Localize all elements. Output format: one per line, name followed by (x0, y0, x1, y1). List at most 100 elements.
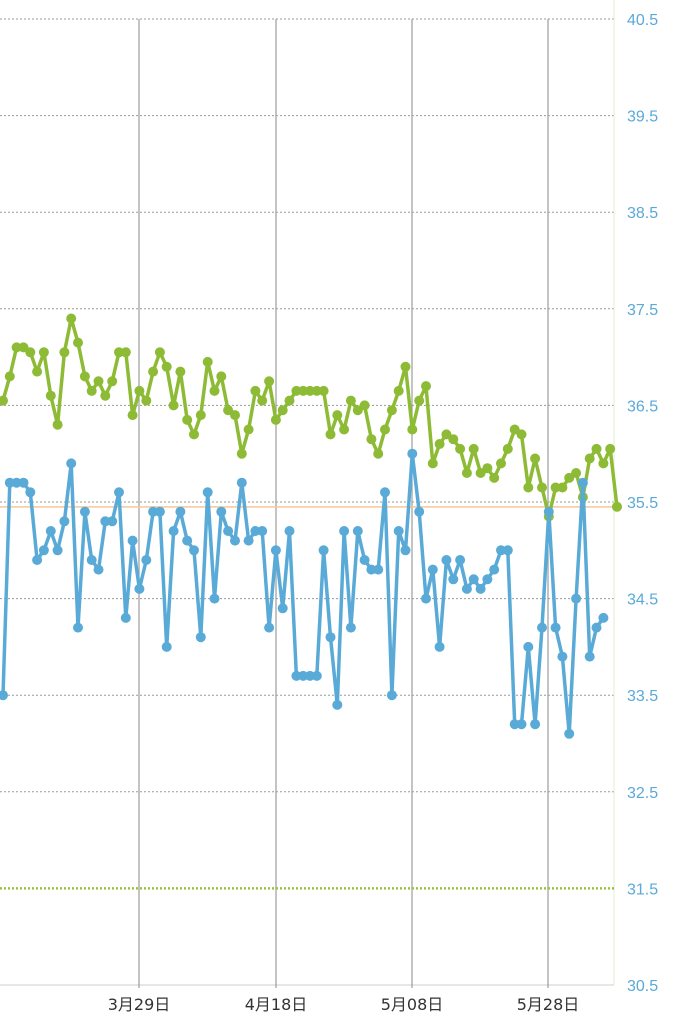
data-point (584, 651, 595, 662)
data-point (134, 583, 145, 594)
data-point (557, 482, 568, 493)
data-point (45, 390, 56, 401)
data-point (93, 564, 104, 575)
data-point (455, 555, 466, 565)
data-point (236, 477, 247, 488)
data-point (325, 429, 336, 440)
data-point (468, 574, 479, 585)
data-point (414, 395, 425, 406)
data-point (161, 361, 172, 372)
data-point (32, 366, 43, 377)
data-point (352, 526, 363, 536)
data-point (332, 699, 343, 710)
data-point (107, 516, 118, 527)
data-point (230, 410, 240, 421)
data-point (277, 603, 288, 614)
data-point (516, 429, 527, 440)
y-axis: 40.5 39.5 38.5 37.5 36.5 35.5 34.5 33.5 32.5 31.5… (627, 12, 658, 995)
data-point (339, 424, 350, 435)
data-point (414, 506, 425, 517)
series-line (1, 451, 606, 736)
data-point (318, 385, 329, 396)
y-tick-label: 34.5 (627, 592, 658, 609)
data-point (380, 424, 390, 435)
data-point (38, 347, 49, 358)
data-point (38, 545, 49, 556)
data-point (134, 385, 145, 396)
data-point (571, 593, 582, 604)
data-point (482, 574, 493, 585)
data-point (52, 545, 63, 556)
grid (0, 0, 615, 988)
data-point (373, 448, 384, 459)
data-point (325, 632, 336, 643)
data-point (345, 395, 356, 406)
data-point (202, 487, 213, 498)
data-point (434, 641, 445, 652)
x-axis: 3月29日 4月18日 5月08日 5月28日 (108, 995, 580, 1014)
data-point (537, 482, 547, 493)
data-point (359, 555, 370, 565)
data-point (52, 419, 63, 430)
data-point (257, 526, 268, 536)
data-point (73, 622, 83, 633)
data-point (339, 526, 350, 536)
data-point (264, 622, 275, 633)
data-point (359, 400, 370, 411)
data-point (311, 670, 322, 681)
data-point (550, 622, 561, 633)
data-point (216, 506, 227, 517)
data-point (79, 506, 90, 517)
data-point (284, 395, 295, 406)
data-point (591, 622, 602, 633)
data-point (66, 313, 77, 324)
data-point (475, 583, 486, 594)
y-tick-label: 32.5 (627, 785, 658, 802)
data-point (86, 385, 97, 396)
data-point (175, 366, 186, 377)
y-tick-label: 33.5 (627, 688, 658, 705)
data-point (154, 347, 165, 358)
data-point (182, 414, 193, 425)
data-point (366, 434, 377, 445)
data-point (516, 719, 527, 730)
x-tick-label: 5月08日 (381, 995, 444, 1014)
data-point (530, 453, 541, 464)
data-point (0, 395, 8, 406)
data-point (270, 414, 281, 425)
data-point (223, 405, 234, 416)
data-point (598, 458, 609, 469)
data-point (4, 371, 15, 382)
data-point (502, 545, 513, 556)
data-point (107, 376, 118, 387)
data-point (209, 385, 220, 396)
data-point (189, 545, 199, 556)
data-point (537, 622, 547, 633)
data-point (195, 632, 206, 643)
data-point (93, 376, 104, 387)
data-point (148, 366, 159, 377)
y-tick-label: 39.5 (627, 109, 658, 126)
data-point (543, 506, 554, 517)
data-point (605, 443, 616, 454)
data-point (79, 371, 90, 382)
data-point (182, 535, 193, 546)
data-point (168, 526, 179, 536)
data-point (127, 535, 138, 546)
data-point (523, 482, 534, 493)
data-point (564, 472, 575, 483)
data-point (427, 564, 438, 575)
data-point (577, 477, 588, 488)
data-point (393, 385, 404, 396)
y-tick-label: 40.5 (627, 12, 658, 29)
data-point (25, 347, 36, 358)
data-point (100, 516, 111, 527)
data-point (612, 501, 622, 512)
y-tick-label: 37.5 (627, 302, 658, 319)
data-point (277, 405, 288, 416)
data-point (564, 728, 575, 739)
data-point (571, 468, 582, 478)
series-layer (0, 313, 622, 739)
data-point (175, 506, 186, 517)
data-point (373, 564, 384, 575)
